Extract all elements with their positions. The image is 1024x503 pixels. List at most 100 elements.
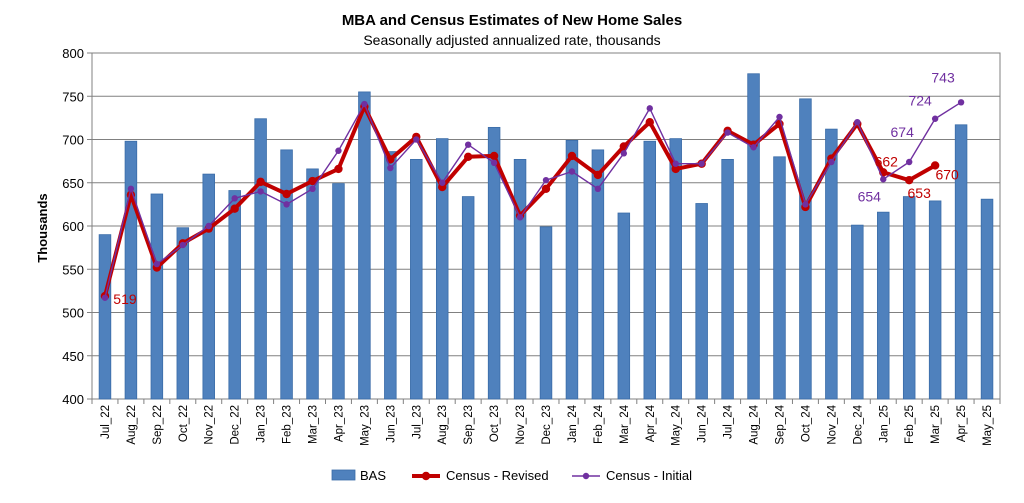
census-initial-point bbox=[283, 201, 290, 208]
census-revised-point bbox=[671, 164, 680, 174]
bar bbox=[332, 183, 345, 400]
x-tick-label: May_23 bbox=[359, 405, 371, 446]
x-tick-label: Jun_24 bbox=[697, 404, 709, 442]
census-initial-point bbox=[698, 160, 705, 167]
data-label: 670 bbox=[935, 166, 959, 182]
census-initial-point bbox=[568, 168, 576, 175]
census-revised-point bbox=[334, 164, 343, 174]
x-tick-label: Dec_24 bbox=[852, 404, 864, 444]
x-tick-label: Mar_25 bbox=[930, 405, 942, 444]
bar bbox=[124, 140, 138, 400]
census-initial-point bbox=[594, 185, 602, 193]
y-tick-label: 800 bbox=[62, 46, 84, 61]
x-tick-label: Dec_22 bbox=[230, 405, 242, 445]
census-initial-point bbox=[413, 136, 420, 143]
x-tick-label: Nov_23 bbox=[515, 405, 527, 445]
x-tick-label: Jul_23 bbox=[411, 405, 423, 439]
bar bbox=[617, 212, 631, 400]
census-initial-point bbox=[361, 100, 368, 108]
census-revised-point bbox=[567, 151, 577, 161]
census-initial-point bbox=[672, 160, 679, 167]
census-initial-point bbox=[179, 241, 186, 249]
bar bbox=[150, 193, 164, 400]
census-revised-point bbox=[256, 177, 265, 187]
bar bbox=[721, 158, 734, 400]
census-initial-point bbox=[231, 195, 238, 202]
census-initial-point bbox=[750, 144, 757, 151]
x-tick-label: Nov_24 bbox=[826, 404, 838, 444]
x-tick-label: Jan_25 bbox=[878, 405, 890, 443]
x-tick-label: Feb_24 bbox=[593, 404, 605, 444]
y-axis-label: Thousands bbox=[35, 193, 50, 262]
x-tick-label: Jun_23 bbox=[385, 405, 397, 443]
bar bbox=[384, 151, 397, 400]
bar bbox=[877, 211, 890, 400]
data-label: 519 bbox=[113, 291, 137, 307]
census-revised-point bbox=[489, 151, 499, 161]
census-initial-point bbox=[880, 176, 887, 183]
bar bbox=[954, 124, 968, 400]
y-tick-label: 600 bbox=[62, 219, 84, 234]
census-initial-point bbox=[387, 164, 394, 172]
census-initial-point bbox=[153, 260, 161, 268]
bar bbox=[306, 168, 319, 400]
census-initial-point bbox=[906, 158, 913, 166]
x-tick-label: Nov_22 bbox=[204, 405, 216, 445]
x-tick-label: Apr_25 bbox=[956, 405, 968, 442]
census-initial-point bbox=[724, 129, 731, 136]
census-initial-point bbox=[127, 185, 135, 193]
x-tick-label: Jan_23 bbox=[256, 405, 268, 443]
x-tick-label: Oct_24 bbox=[800, 404, 812, 442]
bar bbox=[928, 200, 942, 400]
bar bbox=[980, 198, 994, 400]
legend-marker bbox=[421, 471, 431, 481]
census-initial-line bbox=[104, 101, 962, 298]
y-tick-label: 550 bbox=[62, 262, 84, 277]
bar bbox=[747, 73, 760, 400]
census-revised-point bbox=[282, 189, 291, 199]
y-tick-label: 450 bbox=[62, 349, 84, 364]
y-tick-label: 650 bbox=[62, 176, 84, 191]
x-tick-label: Feb_23 bbox=[282, 405, 294, 444]
bar bbox=[825, 128, 838, 400]
census-initial-point bbox=[439, 179, 446, 186]
x-tick-label: Jul_24 bbox=[723, 404, 735, 438]
bar bbox=[695, 203, 708, 400]
x-tick-label: Jul_22 bbox=[100, 405, 112, 439]
census-initial-point bbox=[931, 115, 939, 122]
bar bbox=[487, 126, 501, 400]
bar bbox=[799, 98, 812, 400]
legend-label: Census - Revised bbox=[446, 468, 549, 483]
census-initial-point bbox=[776, 113, 783, 121]
x-tick-label: Sep_24 bbox=[774, 404, 786, 444]
y-tick-label: 400 bbox=[62, 392, 84, 407]
x-tick-label: Aug_24 bbox=[749, 404, 761, 444]
legend-label: BAS bbox=[360, 468, 386, 483]
x-tick-label: May_24 bbox=[671, 404, 683, 446]
x-tick-label: May_25 bbox=[982, 405, 994, 446]
x-tick-label: Jan_24 bbox=[567, 404, 579, 442]
x-tick-label: Sep_22 bbox=[152, 405, 164, 445]
bar bbox=[410, 158, 423, 400]
bar bbox=[773, 156, 786, 400]
census-initial-point bbox=[464, 141, 472, 148]
data-label: 743 bbox=[931, 69, 955, 85]
bar bbox=[98, 234, 112, 400]
bar bbox=[228, 190, 241, 400]
data-label: 662 bbox=[875, 153, 899, 169]
census-initial-point bbox=[620, 150, 628, 157]
chart-title: MBA and Census Estimates of New Home Sal… bbox=[342, 12, 682, 29]
x-tick-label: Oct_22 bbox=[178, 405, 190, 442]
census-initial-point bbox=[309, 185, 316, 193]
bar bbox=[539, 226, 553, 400]
y-tick-label: 500 bbox=[62, 306, 84, 321]
census-initial-point bbox=[335, 147, 342, 154]
x-tick-label: Mar_24 bbox=[619, 404, 631, 444]
bar bbox=[643, 140, 657, 400]
x-tick-label: Aug_22 bbox=[126, 405, 138, 445]
data-label: 654 bbox=[858, 188, 882, 204]
y-tick-label: 700 bbox=[62, 133, 84, 148]
